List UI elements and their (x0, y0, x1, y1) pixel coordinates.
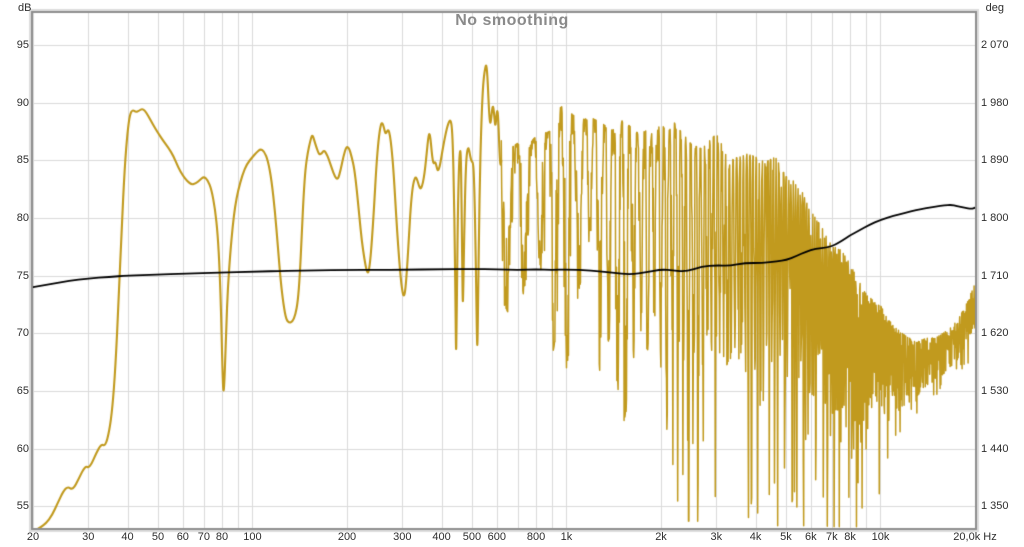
chart-title: No smoothing (455, 12, 569, 29)
left-axis-unit-label: dB (18, 2, 32, 14)
right-axis-unit-label: deg (985, 2, 1004, 14)
